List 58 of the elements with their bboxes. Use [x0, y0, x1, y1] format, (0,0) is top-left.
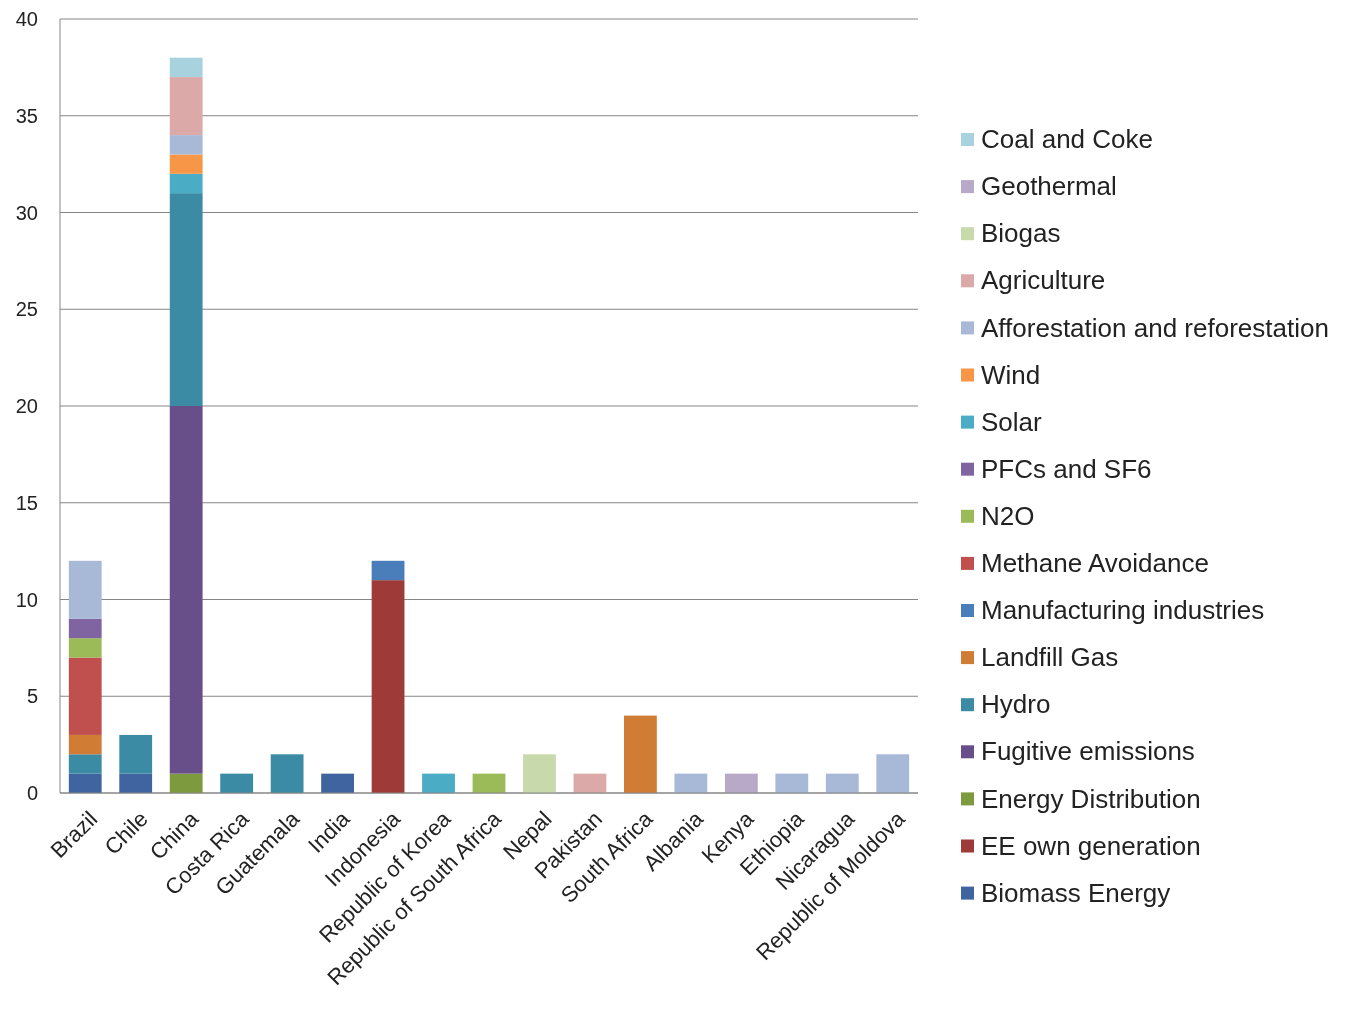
y-tick-label: 30	[15, 201, 38, 224]
y-tick-label: 5	[26, 685, 38, 708]
bar	[523, 754, 556, 793]
legend-label: EE own generation	[981, 830, 1201, 861]
bar	[270, 754, 304, 793]
bar	[119, 773, 153, 793]
legend-label: Coal and Coke	[981, 124, 1153, 155]
legend-label: Methane Avoidance	[981, 548, 1209, 578]
y-tick-label: 40	[15, 8, 38, 30]
y-tick-label: 15	[15, 491, 38, 514]
bar	[68, 657, 102, 735]
y-tick-label: 20	[15, 395, 38, 417]
legend-label: Energy Distribution	[981, 783, 1201, 814]
bar	[169, 773, 203, 793]
y-tick-label: 25	[15, 298, 38, 321]
bar	[68, 638, 102, 658]
legend-label: Biomass Energy	[981, 877, 1171, 908]
legend-label: Biogas	[981, 218, 1061, 249]
bar	[169, 173, 203, 194]
bar	[169, 154, 203, 174]
legend-label: Fugitive emissions	[981, 736, 1195, 767]
bar	[472, 773, 506, 793]
bar	[371, 560, 405, 581]
legend-label: Agriculture	[981, 265, 1106, 296]
bar	[624, 715, 657, 793]
legend-label: Landfill Gas	[981, 642, 1119, 673]
bar	[775, 773, 809, 793]
legend-label: Afforestation and reforestation	[981, 312, 1329, 343]
bar	[876, 754, 910, 793]
bar	[371, 580, 405, 793]
bar	[169, 193, 203, 406]
legend-label: Wind	[981, 359, 1041, 390]
bar	[220, 773, 254, 793]
legend-label: Manufacturing industries	[981, 595, 1265, 626]
bar	[68, 618, 102, 639]
bar	[674, 773, 708, 793]
bar	[169, 135, 203, 155]
legend-label: N2O	[981, 500, 1035, 531]
legend-label: Hydro	[981, 689, 1051, 720]
bar	[825, 773, 859, 793]
legend-label: Solar	[981, 406, 1043, 437]
bar	[68, 773, 102, 793]
bar	[169, 77, 203, 136]
bar	[119, 734, 153, 774]
legend-label: PFCs and SF6	[981, 453, 1152, 484]
bar	[68, 754, 102, 774]
bar	[169, 406, 203, 774]
bar	[573, 773, 607, 793]
legend-label: Geothermal	[981, 171, 1117, 202]
bar	[68, 560, 102, 619]
y-tick-label: 35	[15, 104, 38, 127]
bar	[68, 734, 102, 755]
bar	[724, 773, 758, 793]
y-tick-label: 10	[15, 588, 38, 611]
bar	[321, 773, 354, 793]
bar	[169, 57, 203, 78]
bar	[422, 773, 455, 793]
y-tick-label: 0	[26, 782, 38, 804]
